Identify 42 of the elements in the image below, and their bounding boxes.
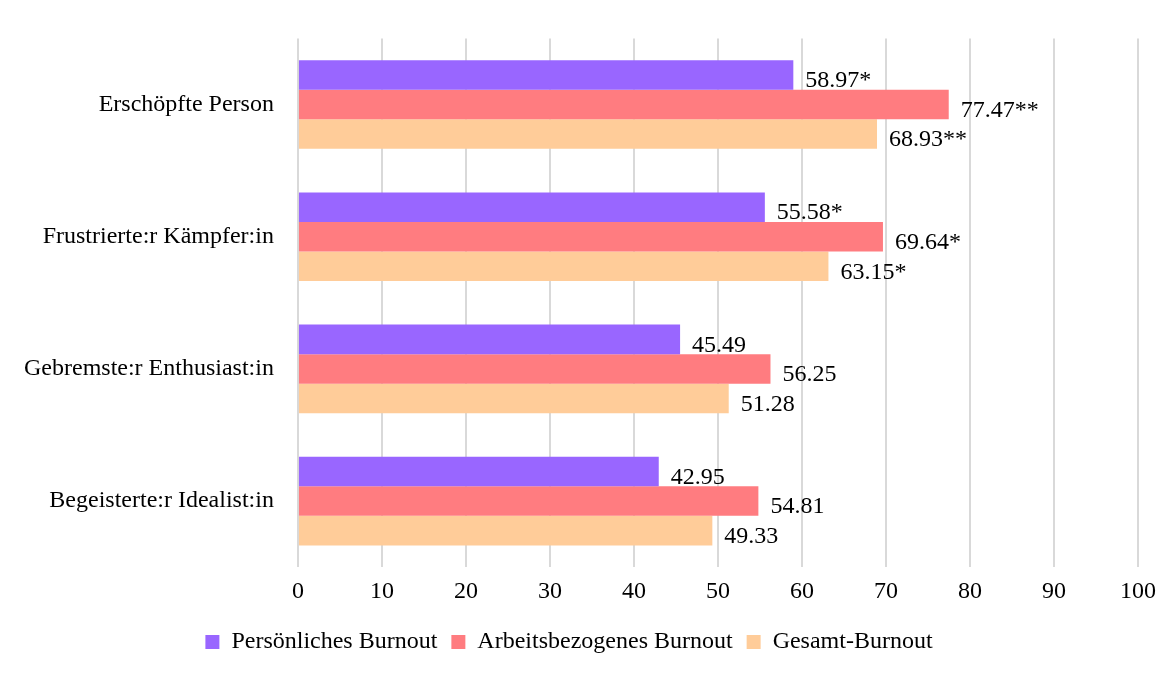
bar bbox=[298, 89, 949, 120]
data-label: 51.28 bbox=[740, 389, 795, 416]
x-tick-label: 100 bbox=[1120, 576, 1156, 603]
data-label: 68.93** bbox=[889, 125, 967, 152]
bar bbox=[298, 383, 729, 414]
legend-label: Arbeitsbezogenes Burnout bbox=[477, 627, 733, 654]
y-tick-label: Begeisterte:r Idealist:in bbox=[49, 486, 274, 513]
data-label: 55.58* bbox=[776, 198, 843, 225]
x-tick-label: 50 bbox=[705, 576, 730, 603]
data-label: 42.95 bbox=[670, 462, 725, 489]
data-label: 49.33 bbox=[724, 521, 779, 548]
data-label: 45.49 bbox=[692, 330, 747, 357]
data-label: 54.81 bbox=[770, 492, 825, 519]
y-tick-label: Frustrierte:r Kämpfer:in bbox=[42, 222, 274, 248]
y-tick-label: Erschöpfte Person bbox=[98, 89, 274, 116]
legend-label: Gesamt-Burnout bbox=[772, 627, 933, 654]
x-tick-label: 70 bbox=[873, 576, 898, 603]
bar bbox=[298, 119, 877, 149]
x-tick-label: 20 bbox=[453, 576, 478, 603]
legend-label: Persönliches Burnout bbox=[231, 627, 438, 654]
x-tick-label: 0 bbox=[291, 576, 304, 603]
x-tick-label: 40 bbox=[621, 576, 646, 603]
data-label: 58.97* bbox=[805, 66, 872, 93]
bar bbox=[298, 486, 759, 516]
bar bbox=[298, 456, 659, 487]
x-tick-label: 30 bbox=[537, 576, 562, 603]
data-label: 56.25 bbox=[782, 360, 837, 387]
bar bbox=[298, 324, 681, 355]
bar bbox=[298, 354, 771, 384]
bar bbox=[298, 221, 883, 252]
data-label: 69.64* bbox=[894, 228, 961, 254]
bar bbox=[298, 60, 794, 90]
y-tick-label: Gebremste:r Enthusiast:in bbox=[24, 354, 274, 381]
bar bbox=[298, 515, 713, 546]
bar bbox=[298, 251, 829, 281]
x-tick-label: 10 bbox=[369, 576, 394, 603]
bar bbox=[298, 192, 765, 222]
x-tick-label: 90 bbox=[1041, 576, 1066, 603]
x-tick-label: 80 bbox=[957, 576, 982, 603]
data-label: 63.15* bbox=[840, 257, 907, 284]
data-label: 77.47** bbox=[960, 95, 1039, 122]
x-tick-label: 60 bbox=[789, 576, 814, 603]
